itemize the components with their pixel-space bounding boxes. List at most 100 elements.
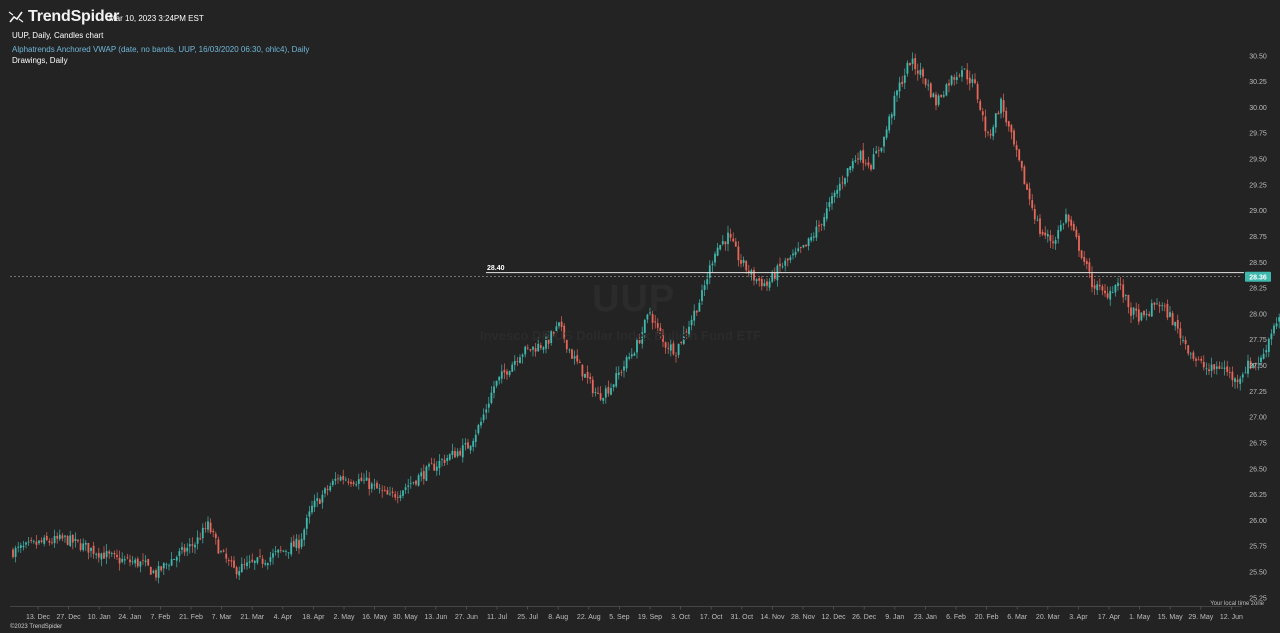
candle-body [950, 76, 953, 85]
candle-body [1088, 262, 1091, 272]
candle-body [571, 349, 573, 359]
brand-logo[interactable]: TrendSpider [8, 8, 119, 26]
candle-body [438, 460, 441, 469]
candle-body [77, 539, 79, 542]
candle-body [441, 459, 443, 460]
candle-body [1000, 98, 1002, 114]
candle-body [1114, 284, 1117, 293]
candle-body [901, 81, 904, 85]
chart-label[interactable]: UUP, Daily, Candles chart [12, 31, 104, 40]
candle-body [1135, 308, 1138, 311]
candle-body [108, 551, 111, 554]
candle-body [417, 475, 420, 486]
candle-body [149, 566, 152, 575]
y-tick-label: 29.25 [1249, 182, 1267, 189]
x-tick-label: 13. Dec [26, 614, 51, 621]
y-axis[interactable]: 25.25 25.50 25.75 26.00 26.25 26.50 26.75 27.00… [1249, 53, 1267, 602]
candle-body [1150, 303, 1153, 317]
candle-body [560, 321, 563, 327]
candle-body [805, 244, 807, 247]
candle-body [1184, 339, 1187, 345]
candle-body [841, 182, 844, 184]
candle-body [667, 348, 670, 349]
candle-body [992, 127, 995, 137]
timezone-label[interactable]: Your local time zone [1210, 601, 1264, 607]
candle-body [152, 570, 155, 573]
candle-body [987, 131, 989, 133]
x-tick-label: 1. May [1129, 614, 1151, 621]
candle-body [342, 476, 345, 480]
candle-body [802, 245, 805, 248]
x-tick-label: 19. Sep [638, 614, 662, 621]
candle-body [1093, 285, 1096, 289]
x-tick-label: 10. Jan [88, 614, 111, 621]
y-tick-label: 27.25 [1249, 389, 1267, 396]
x-tick-label: 6. Mar [1007, 614, 1028, 621]
candle-body [1075, 229, 1078, 237]
candle-body [1228, 372, 1231, 374]
candle-body [503, 369, 506, 373]
candles-layer [12, 52, 1280, 584]
candle-body [506, 371, 508, 375]
candle-body [625, 357, 628, 369]
candle-body [82, 543, 85, 551]
candle-body [425, 466, 428, 481]
indicator-label[interactable]: Alphatrends Anchored VWAP (date, no band… [12, 45, 310, 54]
candle-body [279, 549, 282, 551]
candle-body [422, 471, 425, 480]
x-tick-label: 21. Feb [179, 614, 203, 621]
candle-body [19, 545, 22, 548]
x-tick-label: 16. May [362, 614, 387, 621]
candle-body [186, 547, 189, 552]
candle-body [565, 338, 568, 350]
candle-body [742, 259, 745, 264]
candle-body [740, 259, 742, 264]
candle-body [285, 550, 287, 552]
candle-body [331, 480, 334, 486]
candle-body [321, 494, 324, 503]
candle-body [188, 544, 191, 547]
candle-body [243, 564, 246, 566]
candle-body [352, 482, 355, 485]
candle-body [1218, 366, 1221, 369]
x-tick-label: 17. Apr [1098, 614, 1121, 621]
candle-body [1158, 304, 1161, 307]
candle-body [1109, 290, 1112, 300]
candle-body [1119, 284, 1122, 285]
y-tick-label: 29.50 [1249, 157, 1267, 164]
candle-body [160, 566, 163, 571]
candle-body [498, 376, 501, 381]
candle-body [794, 251, 797, 255]
candle-body [542, 347, 545, 350]
candle-body [615, 373, 618, 387]
candle-body [1127, 294, 1130, 308]
candle-body [682, 332, 685, 344]
candle-body [584, 373, 586, 378]
candle-body [558, 322, 560, 327]
candle-body [183, 547, 186, 553]
candle-body [45, 535, 48, 541]
candle-body [675, 355, 677, 357]
candle-body [1140, 312, 1143, 321]
candle-body [789, 257, 792, 261]
x-axis[interactable]: 13. Dec 27. Dec 10. Jan 24. Jan 7. Feb 21. Fe… [26, 606, 1243, 622]
candle-body [745, 260, 748, 271]
candle-body [1161, 305, 1164, 307]
current-price-label: 28.36 [1249, 274, 1267, 281]
candle-body [534, 348, 537, 352]
candle-body [144, 560, 147, 563]
candle-body [935, 94, 937, 106]
candle-body [129, 559, 131, 563]
candle-body [357, 479, 360, 484]
candle-body [500, 371, 503, 379]
candle-body [110, 553, 113, 555]
candle-body [1187, 345, 1190, 354]
x-tick-label: 3. Apr [1069, 614, 1088, 621]
candle-body [230, 560, 233, 562]
candle-body [958, 75, 961, 77]
candle-body [1153, 302, 1156, 305]
candle-body [747, 270, 750, 274]
drawings-label[interactable]: Drawings, Daily [12, 56, 68, 65]
candle-body [545, 337, 547, 349]
